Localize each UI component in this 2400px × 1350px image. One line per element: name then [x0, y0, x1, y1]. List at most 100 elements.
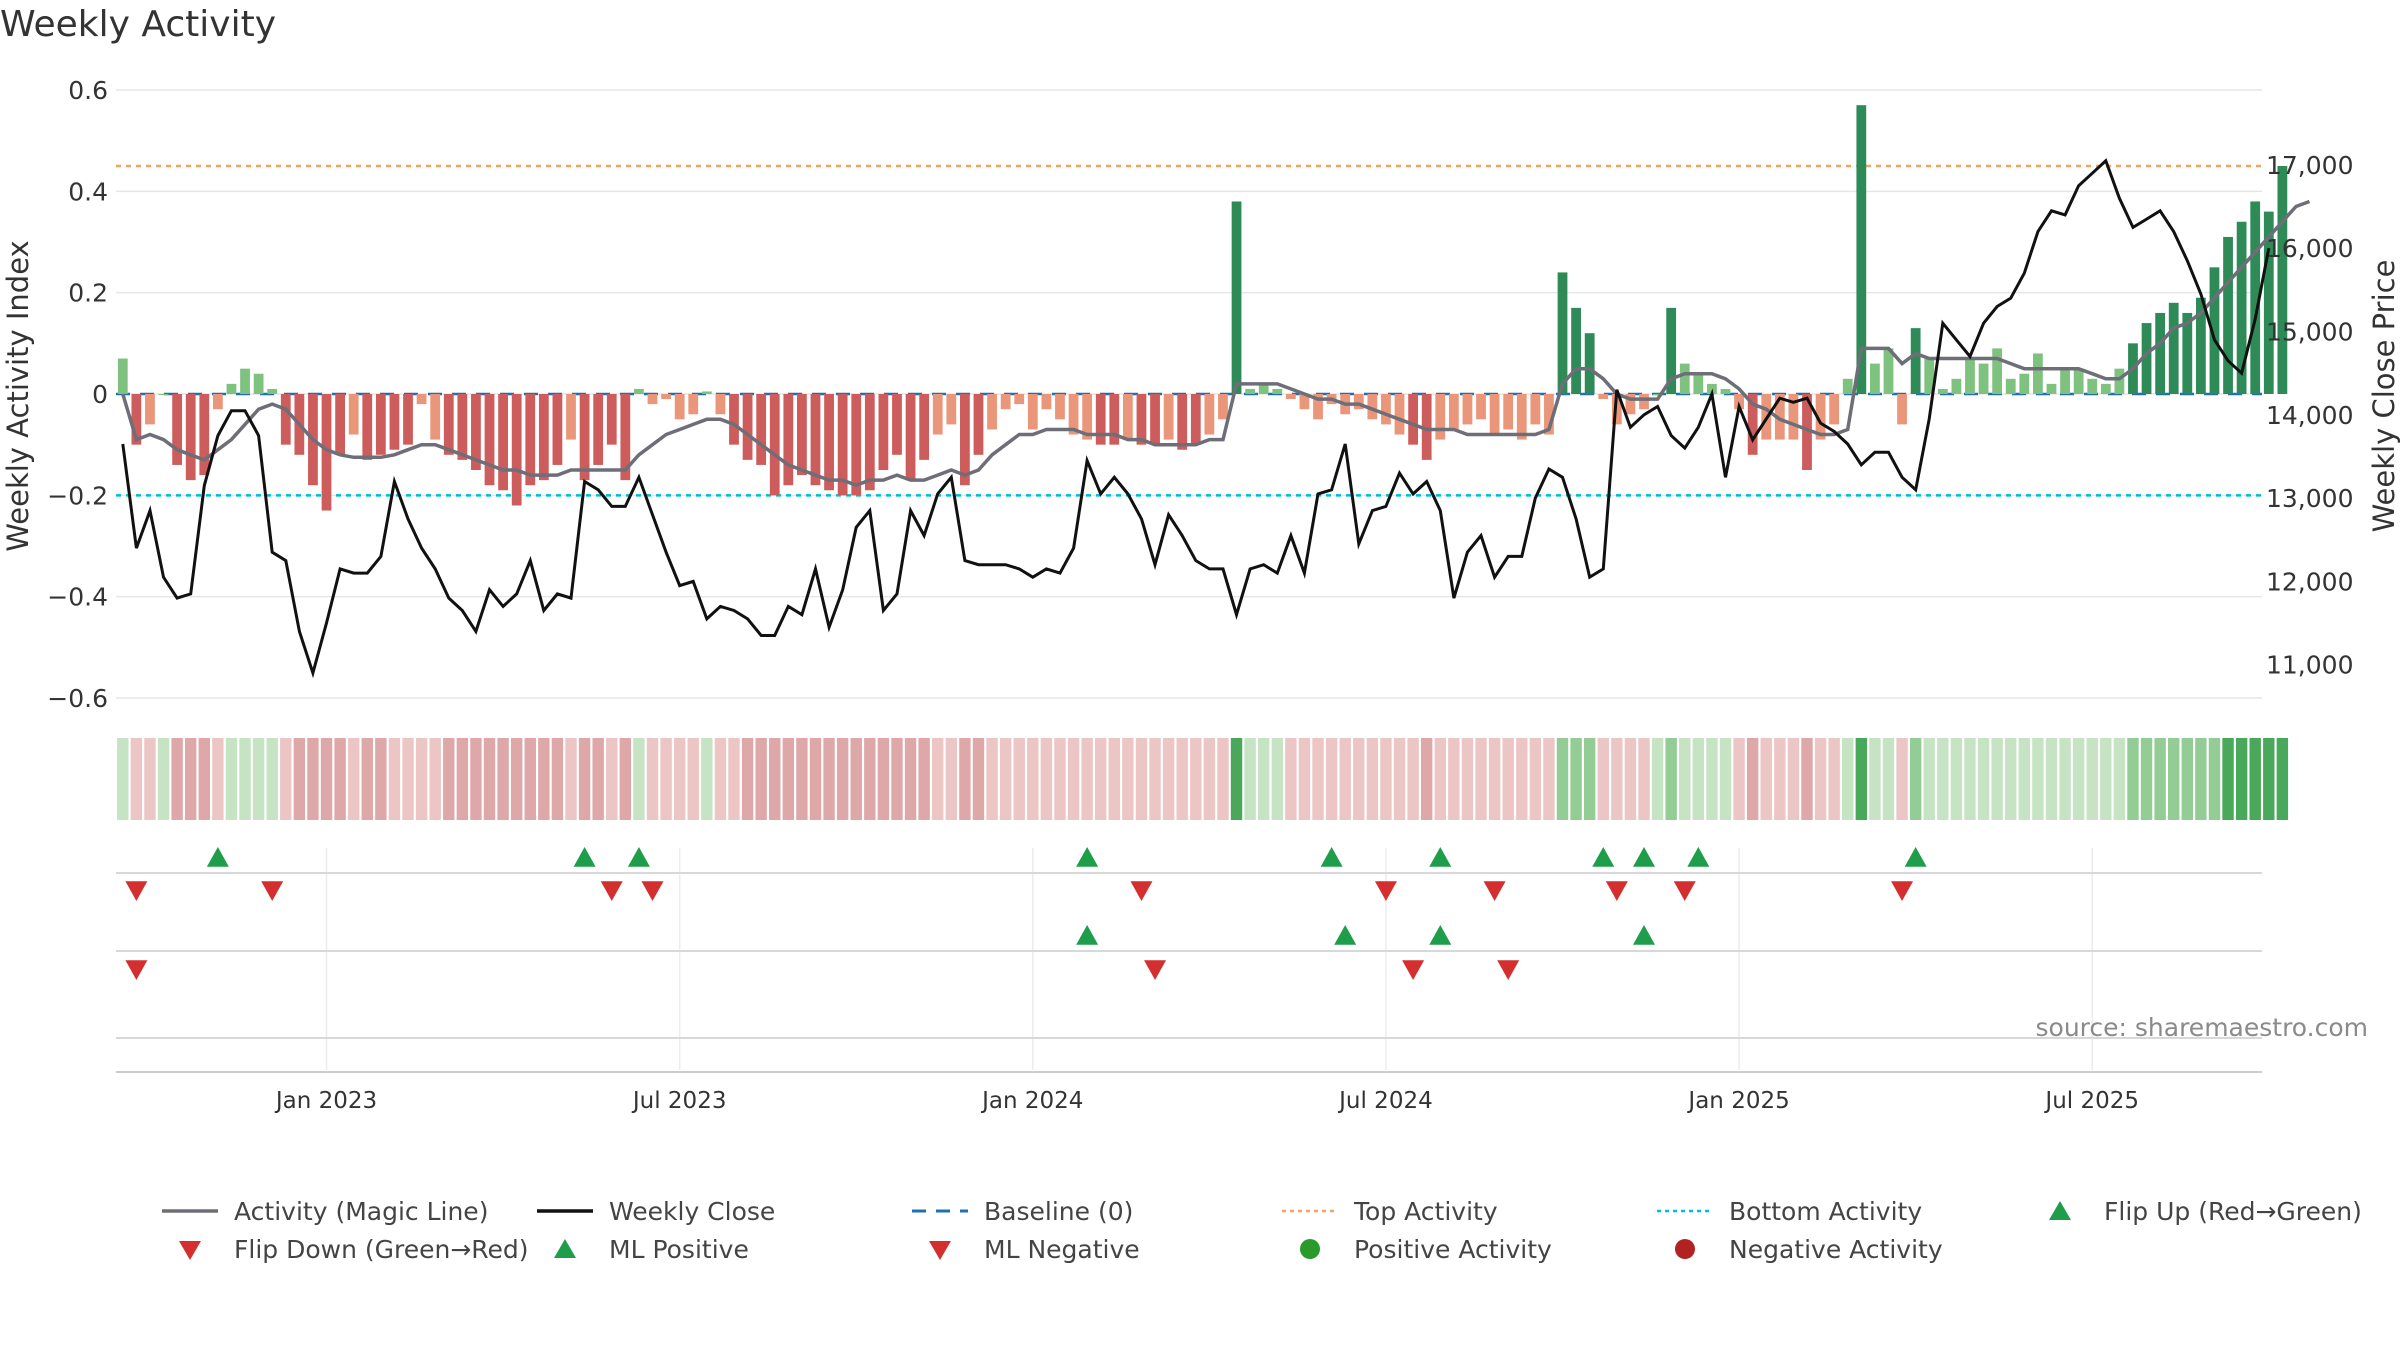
strip-cell	[1923, 738, 1935, 820]
ml-positive-marker	[1633, 925, 1656, 945]
strip-cell	[551, 738, 564, 820]
activity-bar	[416, 394, 427, 405]
activity-bar	[2277, 166, 2288, 394]
strip-cell	[2263, 738, 2275, 820]
activity-bar	[960, 394, 970, 486]
activity-bar	[1122, 394, 1133, 440]
activity-bar	[647, 394, 658, 405]
strip-cell	[483, 738, 496, 820]
activity-bar	[1992, 348, 2003, 394]
activity-bar	[1829, 394, 1840, 425]
activity-bar	[1421, 394, 1432, 460]
activity-bar	[837, 394, 848, 496]
strip-cell	[633, 738, 645, 820]
strip-cell	[972, 738, 985, 820]
activity-bar	[212, 394, 223, 410]
strip-cell	[1298, 738, 1311, 820]
strip-cell	[2208, 738, 2221, 820]
legend-swatch	[1657, 1209, 1713, 1213]
x-tick-label: Jul 2023	[631, 1088, 727, 1114]
strip-cell	[1203, 738, 1216, 820]
strip-cell	[741, 738, 754, 820]
strip-cell	[1285, 738, 1297, 820]
strip-cell	[1054, 738, 1066, 820]
activity-bar	[1068, 394, 1079, 435]
ml-positive-marker	[1429, 925, 1452, 945]
strip-cell	[1488, 738, 1501, 820]
strip-cell	[2045, 738, 2058, 820]
strip-cell	[782, 738, 795, 820]
activity-bar	[1530, 394, 1541, 425]
activity-bar	[1978, 363, 1989, 394]
strip-cell	[646, 738, 659, 820]
activity-bar	[2060, 368, 2070, 394]
activity-bar	[851, 394, 862, 496]
strip-cell	[415, 738, 428, 820]
strip-cell	[184, 738, 197, 820]
activity-bar	[2087, 378, 2098, 394]
flip-down-marker	[1374, 881, 1397, 901]
activity-bar	[620, 394, 631, 481]
activity-bar	[131, 394, 142, 445]
strip-cell	[1529, 738, 1542, 820]
activity-bar	[1516, 394, 1527, 440]
legend-item: Flip Up (Red→Green)	[2030, 1196, 2362, 1226]
strip-cell	[524, 738, 536, 820]
strip-cell	[171, 738, 183, 820]
strip-cell	[1135, 738, 1148, 820]
activity-bar	[1014, 394, 1025, 405]
legend-swatch	[162, 1209, 218, 1213]
activity-bar	[2236, 221, 2247, 394]
intensity-strip	[117, 738, 2289, 820]
strip-cell	[212, 738, 224, 820]
strip-cell	[1828, 738, 1840, 820]
activity-bar	[1476, 394, 1486, 420]
activity-bar	[1150, 394, 1160, 445]
activity-bar	[987, 394, 997, 430]
strip-cell	[619, 738, 632, 820]
flip-up-marker	[1904, 847, 1927, 867]
x-tick-label: Jan 2023	[274, 1088, 377, 1114]
activity-bar	[1367, 394, 1378, 420]
strip-cell	[891, 738, 903, 820]
strip-cell	[117, 738, 129, 820]
activity-bar	[919, 394, 930, 460]
strip-cell	[1692, 738, 1705, 820]
strip-cell	[904, 738, 917, 820]
strip-cell	[2154, 738, 2166, 820]
strip-cell	[1556, 738, 1569, 820]
strip-cell	[1393, 738, 1406, 820]
strip-cell	[1638, 738, 1650, 820]
strip-cell	[1095, 738, 1107, 820]
activity-bar	[1652, 394, 1663, 395]
magic-line	[121, 199, 2311, 488]
activity-bar	[158, 394, 169, 395]
weekly-activity-chart: Weekly Activity Index Weekly Close Price…	[1, 76, 2400, 1114]
activity-bar	[2141, 323, 2152, 394]
strip-cell	[1869, 738, 1881, 820]
strip-cell	[823, 738, 835, 820]
strip-cell	[1081, 738, 1093, 820]
strip-cell	[1583, 738, 1596, 820]
legend-triangle-down	[929, 1241, 951, 1260]
activity-bar	[538, 394, 549, 481]
strip-cell	[1149, 738, 1161, 820]
activity-bar	[1462, 394, 1473, 425]
strip-cell	[280, 738, 292, 820]
activity-bar	[1299, 394, 1310, 410]
flip-down-marker	[641, 881, 664, 901]
strip-cell	[1217, 738, 1229, 820]
strip-cell	[1502, 738, 1514, 820]
activity-bar	[253, 373, 264, 394]
activity-bar	[511, 394, 522, 506]
activity-bar	[1095, 394, 1106, 445]
ml-positive-marker	[1334, 925, 1357, 945]
activity-bar	[756, 394, 767, 465]
flip-up-marker	[627, 847, 650, 867]
flip-down-marker	[1483, 881, 1506, 901]
strip-cell	[660, 738, 672, 820]
activity-bar	[810, 394, 821, 486]
activity-bar	[783, 394, 794, 486]
activity-bar	[185, 394, 196, 481]
legend-item: Bottom Activity	[1655, 1196, 1922, 1226]
